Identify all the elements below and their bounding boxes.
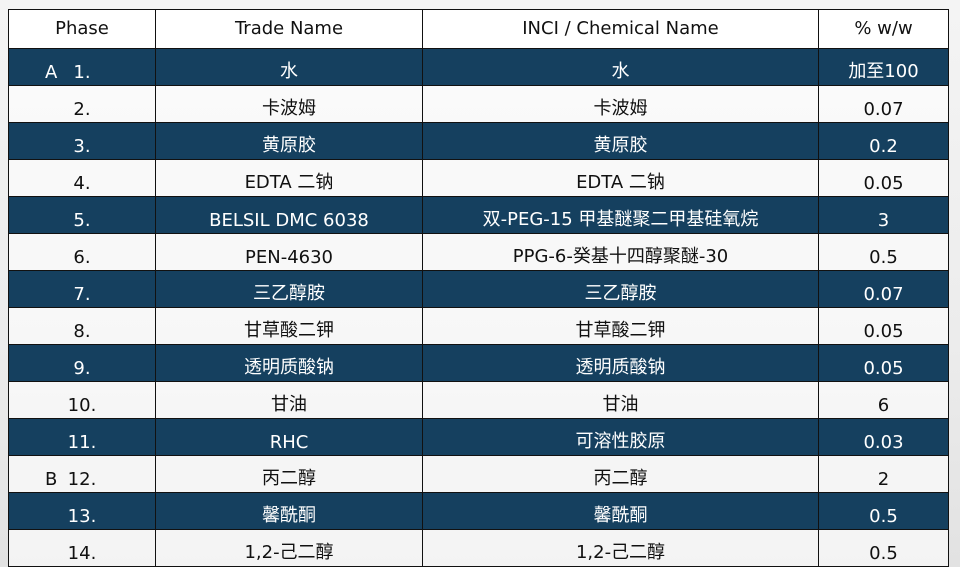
trade-name-cell: 三乙醇胺 — [155, 270, 423, 308]
percent-cell: 0.5 — [818, 233, 949, 271]
phase-cell: 14. — [8, 529, 156, 567]
trade-name-cell: 丙二醇 — [155, 455, 423, 493]
table-row: 6. PEN-4630 PPG-6-癸基十四醇聚醚-30 0.5 — [8, 233, 949, 271]
inci-name-cell: 甘草酸二钾 — [422, 307, 819, 345]
trade-name-cell: 甘油 — [155, 381, 423, 419]
phase-cell: 2. — [8, 85, 156, 123]
table-row: 10. 甘油 甘油 6 — [8, 381, 949, 419]
table-row: 8. 甘草酸二钾 甘草酸二钾 0.05 — [8, 307, 949, 345]
ingredient-number: 11. — [67, 432, 97, 453]
percent-cell: 0.05 — [818, 159, 949, 197]
inci-name-cell: 丙二醇 — [422, 455, 819, 493]
ingredient-number: 9. — [73, 358, 91, 379]
ingredient-number: 6. — [73, 247, 91, 268]
phase-cell: 3. — [8, 122, 156, 160]
trade-name-cell: 透明质酸钠 — [155, 344, 423, 382]
formulation-table: Phase Trade Name INCI / Chemical Name % … — [8, 9, 949, 567]
inci-name-cell: PPG-6-癸基十四醇聚醚-30 — [422, 233, 819, 271]
inci-name-cell: 黄原胶 — [422, 122, 819, 160]
percent-cell: 0.07 — [818, 85, 949, 123]
table-row: 14. 1,2-己二醇 1,2-己二醇 0.5 — [8, 529, 949, 567]
phase-cell: 7. — [8, 270, 156, 308]
ingredient-number: 8. — [73, 321, 91, 342]
phase-cell: 4. — [8, 159, 156, 197]
trade-name-cell: 黄原胶 — [155, 122, 423, 160]
phase-cell: 6. — [8, 233, 156, 271]
inci-name-cell: 卡波姆 — [422, 85, 819, 123]
percent-cell: 0.2 — [818, 122, 949, 160]
trade-name-cell: PEN-4630 — [155, 233, 423, 271]
inci-name-cell: 馨酰酮 — [422, 492, 819, 530]
inci-name-cell: 甘油 — [422, 381, 819, 419]
phase-cell: 11. — [8, 418, 156, 456]
phase-cell: 10. — [8, 381, 156, 419]
percent-cell: 0.05 — [818, 307, 949, 345]
percent-cell: 0.5 — [818, 529, 949, 567]
ingredient-number: 4. — [73, 173, 91, 194]
inci-name-cell: 双-PEG-15 甲基醚聚二甲基硅氧烷 — [422, 196, 819, 234]
header-inci-name: INCI / Chemical Name — [422, 9, 819, 49]
percent-cell: 2 — [818, 455, 949, 493]
phase-cell: 8. — [8, 307, 156, 345]
inci-name-cell: 1,2-己二醇 — [422, 529, 819, 567]
trade-name-cell: 甘草酸二钾 — [155, 307, 423, 345]
phase-cell: A 1. — [8, 48, 156, 86]
ingredient-number: 5. — [73, 210, 91, 231]
ingredient-number: 3. — [73, 136, 91, 157]
ingredient-number: 13. — [67, 506, 97, 527]
ingredient-number: 14. — [67, 543, 97, 564]
ingredient-number: 12. — [67, 469, 97, 490]
inci-name-cell: 透明质酸钠 — [422, 344, 819, 382]
trade-name-cell: 水 — [155, 48, 423, 86]
table-row: 13. 馨酰酮 馨酰酮 0.5 — [8, 492, 949, 530]
trade-name-cell: BELSIL DMC 6038 — [155, 196, 423, 234]
table-row: 9. 透明质酸钠 透明质酸钠 0.05 — [8, 344, 949, 382]
trade-name-cell: EDTA 二钠 — [155, 159, 423, 197]
table-row: 2. 卡波姆 卡波姆 0.07 — [8, 85, 949, 123]
phase-cell: 13. — [8, 492, 156, 530]
trade-name-cell: RHC — [155, 418, 423, 456]
percent-cell: 6 — [818, 381, 949, 419]
inci-name-cell: 三乙醇胺 — [422, 270, 819, 308]
table-row: 4. EDTA 二钠 EDTA 二钠 0.05 — [8, 159, 949, 197]
table-row: 11. RHC 可溶性胶原 0.03 — [8, 418, 949, 456]
percent-cell: 3 — [818, 196, 949, 234]
table-row: 5. BELSIL DMC 6038 双-PEG-15 甲基醚聚二甲基硅氧烷 3 — [8, 196, 949, 234]
phase-group: A — [45, 62, 58, 83]
ingredient-number: 2. — [73, 99, 91, 120]
phase-cell: B 12. — [8, 455, 156, 493]
ingredient-number: 7. — [73, 284, 91, 305]
trade-name-cell: 1,2-己二醇 — [155, 529, 423, 567]
inci-name-cell: EDTA 二钠 — [422, 159, 819, 197]
percent-cell: 0.5 — [818, 492, 949, 530]
ingredient-number: 1. — [73, 62, 91, 83]
percent-cell: 0.05 — [818, 344, 949, 382]
trade-name-cell: 卡波姆 — [155, 85, 423, 123]
header-percent: % w/w — [818, 9, 949, 49]
phase-group: B — [45, 469, 58, 490]
table-row: B 12. 丙二醇 丙二醇 2 — [8, 455, 949, 493]
ingredient-number: 10. — [67, 395, 97, 416]
percent-cell: 0.03 — [818, 418, 949, 456]
table-row: A 1. 水水加至100 — [8, 48, 949, 86]
header-row: Phase Trade Name INCI / Chemical Name % … — [8, 9, 949, 49]
inci-name-cell: 水 — [422, 48, 819, 86]
phase-cell: 5. — [8, 196, 156, 234]
phase-cell: 9. — [8, 344, 156, 382]
percent-cell: 加至100 — [818, 48, 949, 86]
header-trade-name: Trade Name — [155, 9, 423, 49]
header-phase: Phase — [8, 9, 156, 49]
inci-name-cell: 可溶性胶原 — [422, 418, 819, 456]
trade-name-cell: 馨酰酮 — [155, 492, 423, 530]
percent-cell: 0.07 — [818, 270, 949, 308]
table-row: 3. 黄原胶 黄原胶 0.2 — [8, 122, 949, 160]
table-row: 7. 三乙醇胺 三乙醇胺 0.07 — [8, 270, 949, 308]
